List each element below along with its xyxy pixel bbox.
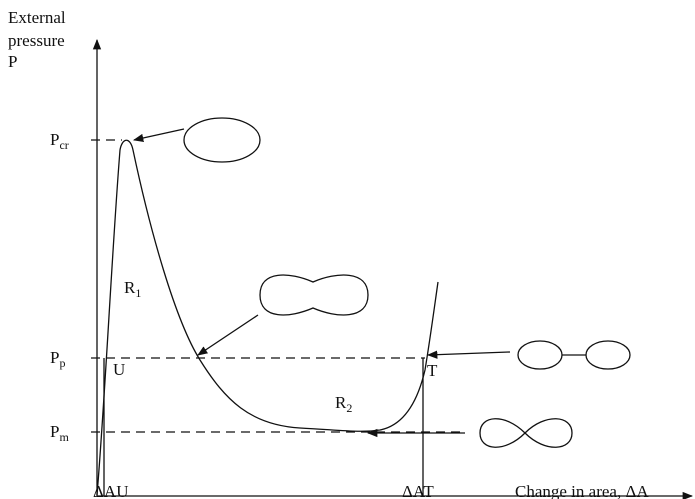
arrow [197, 314, 259, 356]
level-label: Pm [50, 422, 69, 444]
pressure-curve [96, 139, 439, 496]
dumbbell-section [585, 340, 631, 370]
y-axis-label: pressure [8, 31, 65, 50]
x-tick-label: ΔAU [93, 482, 129, 499]
level-label: Pcr [50, 130, 69, 152]
x-tick-label: ΔAT [402, 482, 434, 499]
arrow [132, 128, 185, 143]
region-label: R2 [335, 393, 352, 415]
circular-section [183, 117, 261, 163]
point-label: U [113, 360, 125, 379]
figure-eight-section [479, 418, 573, 448]
x-axis-label: Change in area, ΔA [515, 482, 649, 499]
peanut-section [259, 274, 369, 316]
level-label: Pp [50, 348, 65, 370]
region-label: R1 [124, 278, 141, 300]
dumbbell-section [517, 340, 563, 370]
y-axis-label: P [8, 52, 17, 71]
point-label: T [427, 361, 438, 380]
y-axis-label: External [8, 8, 66, 27]
arrow [426, 350, 511, 359]
